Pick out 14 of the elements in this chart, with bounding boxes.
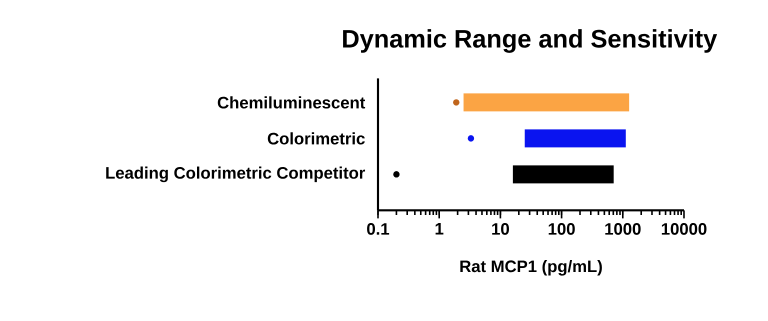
x-tick-label: 10000 — [662, 223, 706, 235]
chart-title: Dynamic Range and Sensitivity — [343, 29, 718, 53]
x-tick-label: 100 — [548, 223, 575, 235]
y-tick-label: Colorimetric — [268, 132, 365, 145]
x-tick-label: 10 — [492, 223, 509, 235]
x-tick-label: 0.1 — [367, 223, 390, 235]
bar — [512, 165, 614, 184]
x-tick-label: 1 — [436, 223, 444, 234]
x-tick-label: 1000 — [605, 223, 641, 235]
bar — [464, 93, 630, 112]
y-tick-label: Chemiluminescent — [218, 96, 366, 109]
x-axis-title: Rat MCP1 (pg/mL) — [460, 260, 602, 276]
bar — [524, 129, 626, 148]
y-tick-label: Leading Colorimetric Competitor — [106, 166, 366, 182]
